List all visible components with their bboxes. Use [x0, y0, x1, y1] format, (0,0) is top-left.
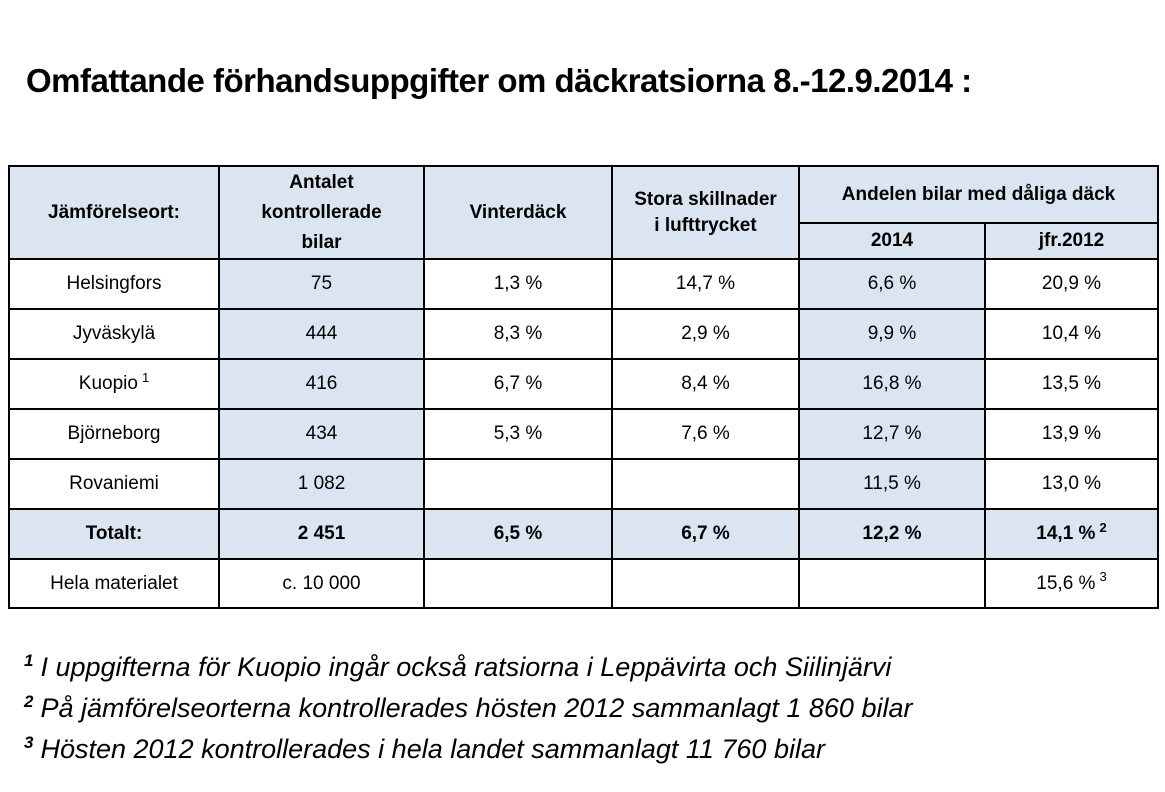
share-2012-cell: 14,1 % 2: [984, 508, 1159, 560]
table-row-total: Totalt: 2 451 6,5 % 6,7 % 12,2 % 14,1 % 2: [8, 508, 1159, 560]
count-cell: 434: [218, 408, 425, 460]
header-vs-2012: jfr.2012: [984, 222, 1159, 260]
count-cell: 1 082: [218, 458, 425, 510]
winter-cell: 1,3 %: [423, 258, 613, 310]
table-row-bjorneborg: Björneborg 434 5,3 % 7,6 % 12,7 % 13,9 %: [8, 408, 1159, 460]
count-cell: 416: [218, 358, 425, 410]
footnote-1-marker: 1: [24, 651, 34, 670]
share-2014-cell: 6,6 %: [798, 258, 986, 310]
kuopio-footnote-marker: 1: [141, 369, 150, 385]
count-cell: 2 451: [218, 508, 425, 560]
share-2012-cell: 13,0 %: [984, 458, 1159, 510]
footnote-3: 3 Hösten 2012 kontrollerades i hela lande…: [24, 734, 912, 764]
footnote-1-text: I uppgifterna för Kuopio ingår också rat…: [40, 652, 892, 682]
share-2012-cell: 13,9 %: [984, 408, 1159, 460]
pressure-cell: 2,9 %: [611, 308, 800, 360]
count-cell: 75: [218, 258, 425, 310]
count-cell: 444: [218, 308, 425, 360]
share-2014-cell: 16,8 %: [798, 358, 986, 410]
table-row-kuopio: Kuopio 1 416 6,7 % 8,4 % 16,8 % 13,5 %: [8, 358, 1159, 410]
pressure-cell: [611, 558, 800, 609]
city-cell: Jyväskylä: [8, 308, 220, 360]
winter-cell: [423, 558, 613, 609]
header-pressure-diff: Stora skillnader i lufttrycket: [611, 165, 800, 260]
table-row-rovaniemi: Rovaniemi 1 082 11,5 % 13,0 %: [8, 458, 1159, 510]
footnote-2-text: På jämförelseorterna kontrollerades höst…: [40, 693, 913, 723]
share-2012-cell: 13,5 %: [984, 358, 1159, 410]
city-cell: Hela materialet: [8, 558, 220, 609]
footnote-2: 2 På jämförelseorterna kontrollerades hös…: [24, 693, 912, 723]
header-winter-tires: Vinterdäck: [423, 165, 613, 260]
share-2012-cell: 10,4 %: [984, 308, 1159, 360]
pressure-cell: 6,7 %: [611, 508, 800, 560]
city-cell: Rovaniemi: [8, 458, 220, 510]
pressure-cell: 8,4 %: [611, 358, 800, 410]
table-row-jyvaskyla: Jyväskylä 444 8,3 % 2,9 % 9,9 % 10,4 %: [8, 308, 1159, 360]
winter-cell: 5,3 %: [423, 408, 613, 460]
total-footnote-marker: 2: [1099, 519, 1107, 535]
winter-cell: [423, 458, 613, 510]
header-pressure-diff-line1: Stora skillnader: [634, 188, 777, 210]
pressure-cell: 14,7 %: [611, 258, 800, 310]
share-2014-cell: 12,7 %: [798, 408, 986, 460]
share-2014-cell: 11,5 %: [798, 458, 986, 510]
total-label-cell: Totalt:: [8, 508, 220, 560]
share-2014-cell: 12,2 %: [798, 508, 986, 560]
header-pressure-diff-line2: i lufttrycket: [654, 214, 757, 236]
header-comparison-city: Jämförelseort:: [8, 165, 220, 260]
whole-material-footnote-marker: 3: [1099, 569, 1107, 585]
header-bad-tires-group: Andelen bilar med dåliga däck: [798, 165, 1159, 224]
winter-cell: 6,5 %: [423, 508, 613, 560]
page-title: Omfattande förhandsuppgifter om däckrats…: [26, 62, 972, 99]
header-checked-cars-line3: bilar: [301, 231, 342, 253]
share-2012-cell: 15,6 % 3: [984, 558, 1159, 609]
pressure-cell: 7,6 %: [611, 408, 800, 460]
header-row-top: Jämförelseort: Antalet kontrollerade bil…: [8, 165, 1159, 260]
table-row-helsingfors: Helsingfors 75 1,3 % 14,7 % 6,6 % 20,9 %: [8, 258, 1159, 310]
footnote-2-marker: 2: [24, 692, 34, 711]
footnote-3-text: Hösten 2012 kontrollerades i hela landet…: [40, 734, 825, 764]
share-2014-cell: 9,9 %: [798, 308, 986, 360]
city-cell: Kuopio 1: [8, 358, 220, 410]
header-checked-cars-line2: kontrollerade: [261, 201, 382, 223]
header-checked-cars: Antalet kontrollerade bilar: [218, 165, 425, 260]
pressure-cell: [611, 458, 800, 510]
city-cell: Björneborg: [8, 408, 220, 460]
header-year-2014: 2014: [798, 222, 986, 260]
share-2012-cell: 20,9 %: [984, 258, 1159, 310]
footnote-1: 1 I uppgifterna för Kuopio ingår också ra…: [24, 652, 912, 682]
header-row-sub: 2014 jfr.2012: [9, 222, 1159, 260]
table-row-whole-material: Hela materialet c. 10 000 15,6 % 3: [8, 558, 1159, 609]
city-cell: Helsingfors: [8, 258, 220, 310]
header-checked-cars-line1: Antalet: [289, 171, 354, 193]
winter-cell: 6,7 %: [423, 358, 613, 410]
count-cell: c. 10 000: [218, 558, 425, 609]
winter-cell: 8,3 %: [423, 308, 613, 360]
share-2014-cell: [798, 558, 986, 609]
footnotes: 1 I uppgifterna för Kuopio ingår också ra…: [24, 652, 912, 775]
footnote-3-marker: 3: [24, 733, 34, 752]
tire-check-table: Jämförelseort: Antalet kontrollerade bil…: [8, 165, 1159, 609]
